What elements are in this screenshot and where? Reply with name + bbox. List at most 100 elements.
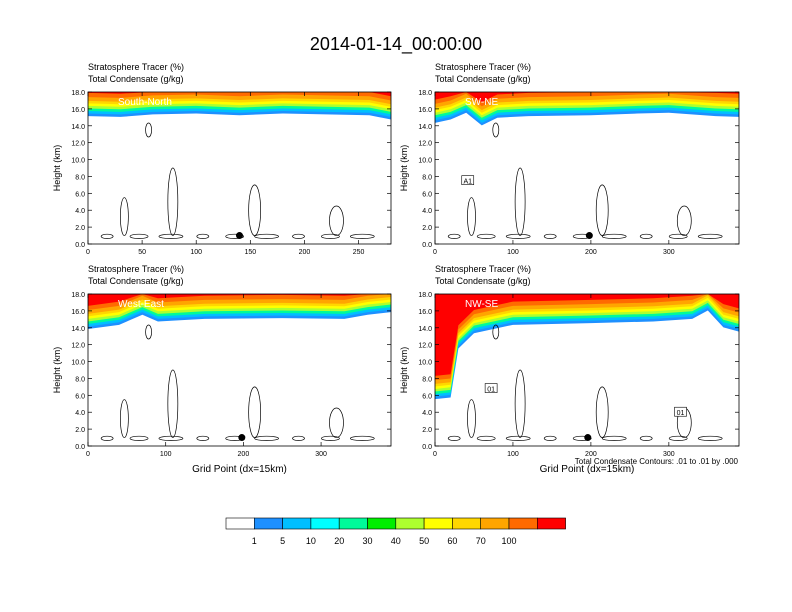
y-tick-label: 8.0 xyxy=(422,376,432,383)
contour-column-2 xyxy=(595,184,609,236)
subtitle-condensate: Total Condensate (g/kg) xyxy=(435,276,531,286)
colorbar-label: 10 xyxy=(306,536,316,546)
x-tick-label: 0 xyxy=(86,451,90,458)
contour-low-1 xyxy=(476,233,496,239)
x-tick-label: 300 xyxy=(663,451,675,458)
panel-label: South-North xyxy=(118,97,172,108)
panel-0: South-North Stratosphere Tracer (%) Total … xyxy=(52,62,392,256)
colorbar-label: 5 xyxy=(280,536,285,546)
location-marker xyxy=(236,232,243,240)
x-tick-label: 100 xyxy=(160,451,172,458)
contour-low-5 xyxy=(601,435,627,441)
y-tick-label: 12.0 xyxy=(418,343,432,350)
subtitle-tracer: Stratosphere Tracer (%) xyxy=(435,62,531,72)
condensate-contours xyxy=(100,324,375,441)
colorbar-swatch-8 xyxy=(452,517,481,530)
contour-label-text: 01 xyxy=(487,387,495,394)
contour-column-2 xyxy=(248,184,261,236)
colorbar-swatch-11 xyxy=(536,517,566,530)
contour-low-3 xyxy=(196,435,210,441)
plot-frame xyxy=(87,91,392,245)
contour-low-2 xyxy=(158,435,184,441)
contour-upper xyxy=(492,324,500,340)
y-tick-label: 14.0 xyxy=(418,326,432,333)
y-tick-label: 12.0 xyxy=(71,141,85,148)
colorbar-label: 60 xyxy=(447,536,457,546)
y-tick-label: 12.0 xyxy=(418,141,432,148)
y-tick-label: 10.0 xyxy=(418,360,432,367)
contour-low-5 xyxy=(601,233,627,239)
contour-upper xyxy=(145,324,152,340)
panel-3: 01 01 NW-SE Stratosphere Tracer (%) Total Co… xyxy=(399,264,740,475)
y-tick-label: 12.0 xyxy=(71,343,85,350)
y-tick-label: 0.0 xyxy=(75,242,85,249)
colorbar-swatch-2 xyxy=(282,517,312,530)
tracer-layer-8 xyxy=(88,294,391,306)
x-tick-label: 300 xyxy=(663,249,675,256)
y-tick-label: 0.0 xyxy=(422,444,432,451)
contour-low-2 xyxy=(505,233,531,239)
tracer-layer-7 xyxy=(88,294,391,311)
colorbar-swatch-5 xyxy=(367,517,397,530)
subtitle-condensate: Total Condensate (g/kg) xyxy=(435,74,531,84)
y-tick-label: 2.0 xyxy=(75,427,85,434)
y-tick-label: 18.0 xyxy=(418,90,432,97)
contour-label-text: A1 xyxy=(463,179,472,186)
contour-low-6 xyxy=(292,233,305,239)
contour-column-0 xyxy=(120,197,129,236)
plot-background xyxy=(88,294,391,446)
contour-low-4 xyxy=(225,233,245,239)
figure-title: 2014-01-14_00:00:00 xyxy=(310,34,482,55)
condensate-contours xyxy=(447,324,723,441)
x-tick-label: 200 xyxy=(585,451,597,458)
y-tick-label: 8.0 xyxy=(75,174,85,181)
x-tick-label: 200 xyxy=(299,249,311,256)
y-tick-label: 14.0 xyxy=(71,124,85,131)
contour-label-0: 01 xyxy=(484,383,498,394)
contour-label-text: 01 xyxy=(677,410,685,417)
subtitle-tracer: Stratosphere Tracer (%) xyxy=(88,62,184,72)
location-marker xyxy=(585,232,593,240)
x-tick-label: 50 xyxy=(138,249,146,256)
panel-2: West-East Stratosphere Tracer (%) Total Co… xyxy=(52,264,392,475)
location-marker xyxy=(584,434,592,442)
y-tick-label: 8.0 xyxy=(75,376,85,383)
contour-low-0 xyxy=(447,233,461,239)
contour-low-3 xyxy=(543,435,557,441)
contour-column-1 xyxy=(514,369,526,438)
plot-frame xyxy=(87,293,392,447)
contour-low-0 xyxy=(100,435,114,441)
y-tick-label: 2.0 xyxy=(422,427,432,434)
colorbar: 1 5 10 20 30 40 50 60 70 100 xyxy=(225,517,566,546)
contour-column-1 xyxy=(167,369,179,438)
x-tick-label: 100 xyxy=(507,249,519,256)
contour-column-0 xyxy=(467,197,476,236)
y-tick-label: 0.0 xyxy=(422,242,432,249)
colorbar-label: 20 xyxy=(334,536,344,546)
contour-low-1 xyxy=(129,233,149,239)
y-axis-label: Height (km) xyxy=(399,347,409,394)
colorbar-swatch-9 xyxy=(480,517,510,530)
y-tick-label: 6.0 xyxy=(422,191,432,198)
y-tick-label: 18.0 xyxy=(418,292,432,299)
subtitle-condensate: Total Condensate (g/kg) xyxy=(88,74,184,84)
colorbar-swatch-3 xyxy=(310,517,340,530)
location-marker xyxy=(238,434,246,442)
plot-area xyxy=(88,294,391,446)
y-tick-label: 4.0 xyxy=(422,410,432,417)
contour-low-5 xyxy=(254,233,279,239)
y-tick-label: 10.0 xyxy=(418,158,432,165)
colorbar-label: 30 xyxy=(362,536,372,546)
contour-low-8 xyxy=(697,435,723,441)
tracer-layer-8 xyxy=(435,294,739,376)
y-tick-label: 16.0 xyxy=(71,107,85,114)
contour-low-1 xyxy=(476,435,496,441)
y-tick-label: 2.0 xyxy=(422,225,432,232)
contour-low-7 xyxy=(321,233,340,239)
contour-low-5 xyxy=(254,435,279,441)
contour-note: Total Condensate Contours: .01 to .01 by… xyxy=(575,457,739,466)
contour-column-1 xyxy=(514,167,526,236)
contour-column-3 xyxy=(329,407,344,438)
x-tick-label: 100 xyxy=(190,249,202,256)
